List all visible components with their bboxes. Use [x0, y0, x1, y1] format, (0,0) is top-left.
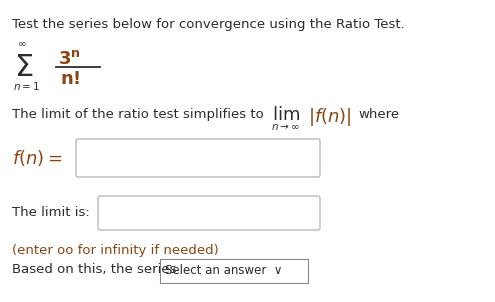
Text: (enter oo for infinity if needed): (enter oo for infinity if needed): [12, 244, 219, 257]
Text: $\lim$: $\lim$: [272, 106, 300, 124]
FancyBboxPatch shape: [76, 139, 320, 177]
Text: The limit of the ratio test simplifies to: The limit of the ratio test simplifies t…: [12, 108, 268, 121]
Text: $\infty$: $\infty$: [17, 38, 27, 48]
Text: $\Sigma$: $\Sigma$: [14, 52, 33, 83]
Text: $n \to \infty$: $n \to \infty$: [271, 122, 300, 132]
Text: $n=1$: $n=1$: [13, 80, 40, 92]
Text: Based on this, the series: Based on this, the series: [12, 264, 181, 277]
Text: $|f(n)|$: $|f(n)|$: [308, 106, 351, 128]
Text: Test the series below for convergence using the Ratio Test.: Test the series below for convergence us…: [12, 18, 405, 31]
Text: $\mathbf{n!}$: $\mathbf{n!}$: [60, 70, 81, 88]
Text: where: where: [358, 108, 399, 121]
Text: $f(n) =$: $f(n) =$: [12, 148, 62, 168]
FancyBboxPatch shape: [160, 259, 308, 283]
Text: Select an answer  ∨: Select an answer ∨: [165, 265, 283, 278]
Text: $\mathbf{3}^{\mathbf{n}}$: $\mathbf{3}^{\mathbf{n}}$: [58, 50, 81, 68]
FancyBboxPatch shape: [98, 196, 320, 230]
Text: The limit is:: The limit is:: [12, 205, 90, 219]
